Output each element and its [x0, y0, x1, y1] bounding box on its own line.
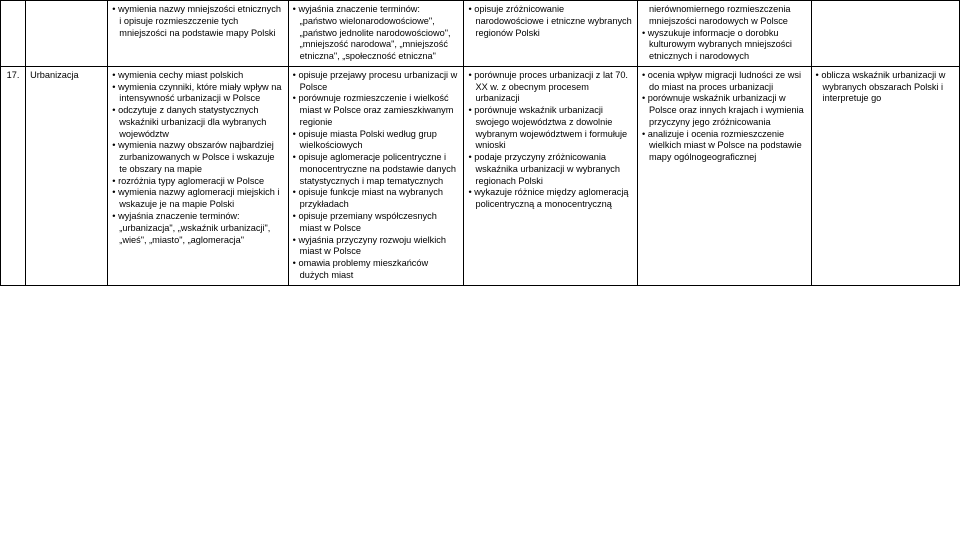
level-cell: opisuje przejawy procesu urbanizacji w P… — [288, 66, 464, 285]
list-item: wymienia nazwy aglomeracji miejskich i w… — [112, 187, 283, 211]
list-item: opisuje przejawy procesu urbanizacji w P… — [293, 70, 460, 94]
list-item: opisuje miasta Polski według grup wielko… — [293, 129, 460, 153]
list-item: opisuje aglomeracje policentryczne i mon… — [293, 152, 460, 187]
list-item: wyjaśnia znaczenie terminów: „urbanizacj… — [112, 211, 283, 246]
row-topic: Urbanizacja — [30, 70, 79, 80]
continuation-text: nierównomiernego rozmieszczenia mniejszo… — [642, 4, 807, 28]
level-cell: nierównomiernego rozmieszczenia mniejszo… — [638, 1, 812, 67]
row-number-cell — [1, 1, 26, 67]
list-item: wyjaśnia znaczenie terminów: „państwo wi… — [293, 4, 460, 63]
level-cell: ocenia wpływ migracji ludności ze wsi do… — [638, 66, 812, 285]
list-item: oblicza wskaźnik urbanizacji w wybranych… — [816, 70, 955, 105]
list-item: porównuje wskaźnik urbanizacji swojego w… — [468, 105, 633, 152]
level-cell: porównuje proces urbanizacji z lat 70. X… — [464, 66, 638, 285]
level-cell: wymienia nazwy mniejszości etnicznych i … — [108, 1, 288, 67]
list-item: wyszukuje informacje o dorobku kulturowy… — [642, 28, 807, 63]
list-item: porównuje rozmieszczenie i wielkość mias… — [293, 93, 460, 128]
list-item: opisuje funkcje miast na wybranych przyk… — [293, 187, 460, 211]
table-row: 17. Urbanizacja wymienia cechy miast pol… — [1, 66, 960, 285]
row-number-cell: 17. — [1, 66, 26, 285]
list-item: wymienia czynniki, które miały wpływ na … — [112, 82, 283, 106]
list-item: opisuje przemiany współczesnych miast w … — [293, 211, 460, 235]
list-item: wymienia cechy miast polskich — [112, 70, 283, 82]
list-item: analizuje i ocenia rozmieszczenie wielki… — [642, 129, 807, 164]
list-item: ocenia wpływ migracji ludności ze wsi do… — [642, 70, 807, 94]
row-number: 17. — [7, 70, 20, 80]
row-topic-cell: Urbanizacja — [26, 66, 108, 285]
level-cell: wymienia cechy miast polskich wymienia c… — [108, 66, 288, 285]
list-item: omawia problemy mieszkańców dużych miast — [293, 258, 460, 282]
level-cell — [811, 1, 959, 67]
row-topic-cell — [26, 1, 108, 67]
list-item: wymienia nazwy mniejszości etnicznych i … — [112, 4, 283, 39]
list-item: odczytuje z danych statystycznych wskaźn… — [112, 105, 283, 140]
list-item: porównuje wskaźnik urbanizacji w Polsce … — [642, 93, 807, 128]
list-item: wymienia nazwy obszarów najbardziej zurb… — [112, 140, 283, 175]
level-cell: oblicza wskaźnik urbanizacji w wybranych… — [811, 66, 959, 285]
list-item: wyjaśnia przyczyny rozwoju wielkich mias… — [293, 235, 460, 259]
list-item: podaje przyczyny zróżnicowania wskaźnika… — [468, 152, 633, 187]
curriculum-table: wymienia nazwy mniejszości etnicznych i … — [0, 0, 960, 286]
list-item: wykazuje różnice między aglomeracją poli… — [468, 187, 633, 211]
list-item: opisuje zróżnicowanie narodowościowe i e… — [468, 4, 633, 39]
level-cell: opisuje zróżnicowanie narodowościowe i e… — [464, 1, 638, 67]
list-item: rozróżnia typy aglomeracji w Polsce — [112, 176, 283, 188]
level-cell: wyjaśnia znaczenie terminów: „państwo wi… — [288, 1, 464, 67]
table-row: wymienia nazwy mniejszości etnicznych i … — [1, 1, 960, 67]
list-item: porównuje proces urbanizacji z lat 70. X… — [468, 70, 633, 105]
